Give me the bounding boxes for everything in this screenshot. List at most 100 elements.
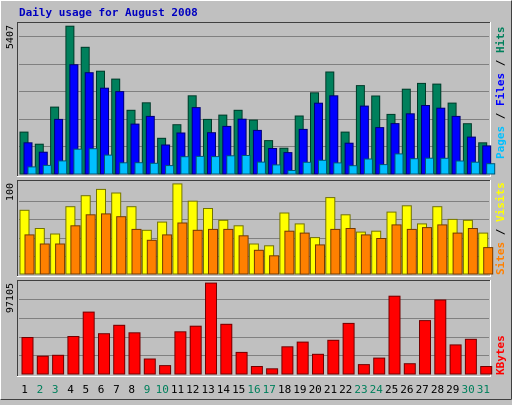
bar-sites-day-22	[345, 228, 356, 275]
bar-sites-day-3	[55, 243, 66, 275]
x-tick-day-27: 27	[416, 383, 429, 396]
legend-separator: /	[494, 106, 507, 126]
bar-pages-day-31	[486, 163, 496, 175]
legend-separator: /	[494, 53, 507, 73]
bar-kbytes-day-13	[205, 282, 217, 375]
bar-files-day-21	[329, 95, 339, 175]
bar-kbytes-day-17	[266, 368, 279, 375]
bar-sites-day-30	[467, 228, 478, 275]
bar-kbytes-day-8	[128, 332, 141, 375]
x-tick-day-3: 3	[52, 383, 59, 396]
bar-pages-day-3	[58, 160, 68, 175]
bar-sites-day-10	[162, 234, 173, 275]
bar-pages-day-15	[241, 155, 251, 175]
bar-sites-day-1	[24, 234, 35, 275]
bar-kbytes-day-19	[296, 341, 309, 375]
x-tick-day-23: 23	[354, 383, 367, 396]
panel-1-legend: Sites / Visits	[494, 182, 507, 275]
bar-pages-day-27	[425, 157, 434, 175]
bar-pages-day-6	[104, 154, 113, 175]
bar-sites-day-24	[376, 238, 387, 275]
bar-kbytes-day-14	[220, 323, 233, 375]
x-tick-day-25: 25	[385, 383, 398, 396]
bar-pages-day-9	[149, 162, 159, 175]
x-tick-day-18: 18	[278, 383, 291, 396]
x-tick-day-17: 17	[263, 383, 276, 396]
x-tick-day-29: 29	[446, 383, 459, 396]
x-tick-day-30: 30	[461, 383, 474, 396]
x-tick-day-6: 6	[98, 383, 105, 396]
bar-sites-day-19	[299, 232, 310, 275]
bar-sites-day-13	[208, 228, 218, 275]
legend-files: Files	[494, 73, 507, 106]
x-tick-day-28: 28	[431, 383, 444, 396]
bar-pages-day-16	[256, 161, 266, 175]
bar-sites-day-11	[177, 222, 188, 275]
bar-sites-day-8	[131, 228, 142, 275]
bar-pages-day-20	[318, 159, 327, 175]
x-tick-day-13: 13	[201, 383, 214, 396]
x-tick-day-15: 15	[232, 383, 245, 396]
x-tick-day-5: 5	[82, 383, 89, 396]
chart-title: Daily usage for August 2008	[19, 6, 198, 19]
bar-pages-day-1	[27, 166, 37, 175]
bar-kbytes-day-29	[449, 344, 462, 375]
bar-pages-day-8	[134, 162, 144, 175]
bar-kbytes-day-30	[464, 338, 477, 375]
x-tick-day-10: 10	[156, 383, 169, 396]
x-tick-day-1: 1	[21, 383, 28, 396]
bar-pages-day-29	[455, 160, 465, 175]
bar-sites-day-27	[422, 227, 432, 275]
bar-pages-day-17	[272, 164, 282, 175]
bar-kbytes-day-5	[82, 311, 95, 375]
bar-sites-day-7	[116, 216, 127, 275]
bar-kbytes-day-12	[189, 325, 202, 375]
bar-kbytes-day-20	[312, 353, 324, 375]
legend-hits: Hits	[494, 27, 507, 54]
x-tick-day-4: 4	[67, 383, 74, 396]
bar-sites-day-17	[269, 255, 280, 275]
bar-pages-day-10	[165, 165, 175, 175]
bar-pages-day-23	[363, 158, 373, 175]
bar-sites-day-28	[437, 224, 448, 275]
bar-sites-day-14	[223, 228, 234, 275]
bar-pages-day-26	[409, 158, 419, 175]
bar-kbytes-day-26	[403, 363, 416, 375]
bar-kbytes-day-7	[113, 324, 126, 375]
bar-sites-day-26	[406, 228, 417, 275]
bar-sites-day-5	[85, 214, 96, 275]
legend-sites: Sites	[494, 242, 507, 275]
x-tick-day-16: 16	[247, 383, 260, 396]
bar-kbytes-day-11	[174, 331, 187, 375]
bar-sites-day-20	[315, 244, 325, 275]
x-tick-day-14: 14	[217, 383, 231, 396]
bar-pages-day-14	[226, 155, 236, 175]
bar-kbytes-day-2	[36, 355, 49, 375]
bar-kbytes-day-28	[434, 299, 447, 375]
bar-sites-day-23	[360, 234, 371, 275]
bar-sites-day-21	[330, 228, 341, 275]
bar-pages-day-30	[470, 161, 480, 175]
x-tick-day-31: 31	[477, 383, 490, 396]
bar-pages-day-11	[180, 156, 190, 175]
x-tick-day-26: 26	[400, 383, 413, 396]
bar-sites-day-18	[284, 230, 295, 275]
bar-kbytes-day-22	[342, 322, 355, 375]
bar-sites-day-9	[146, 239, 157, 275]
legend-kbytes: KBytes	[494, 335, 507, 375]
bar-pages-day-24	[379, 164, 389, 175]
panel-2-area	[17, 280, 491, 377]
panel-1-ymax-label: 100	[5, 183, 16, 201]
x-tick-day-12: 12	[186, 383, 199, 396]
bar-pages-day-2	[42, 164, 52, 175]
bar-pages-day-28	[440, 157, 450, 175]
bar-kbytes-day-1	[21, 337, 34, 375]
bar-sites-day-16	[253, 249, 264, 275]
x-tick-day-9: 9	[144, 383, 151, 396]
bar-sites-day-4	[70, 225, 81, 275]
bar-sites-day-25	[391, 224, 402, 275]
x-tick-day-21: 21	[324, 383, 337, 396]
x-tick-day-7: 7	[113, 383, 120, 396]
